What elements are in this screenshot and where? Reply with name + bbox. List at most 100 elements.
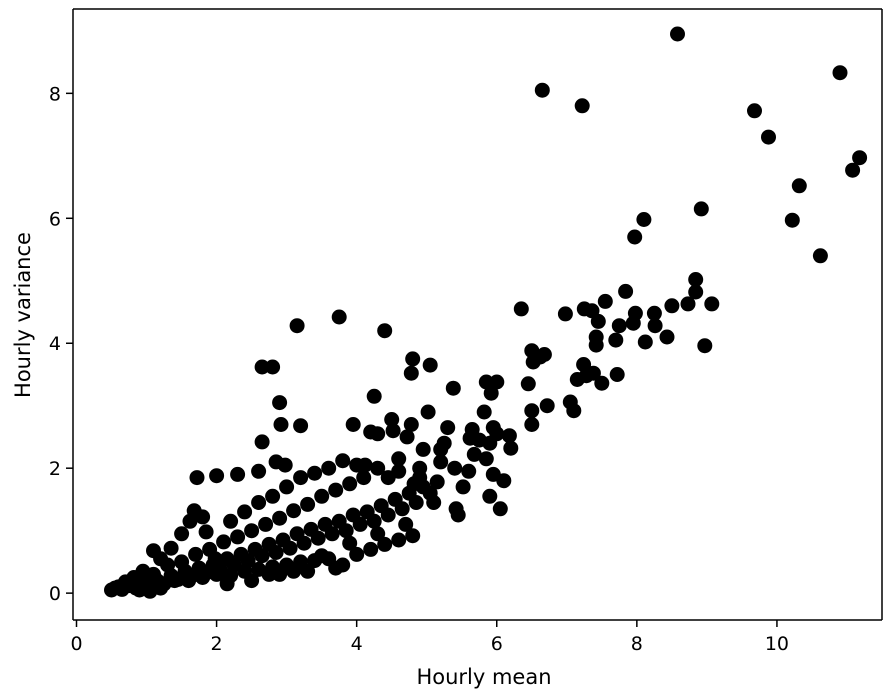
data-point-109 [277, 457, 293, 473]
data-point-105 [293, 418, 309, 434]
data-point-184 [286, 503, 302, 519]
y-tick-label-0: 0 [49, 583, 61, 605]
data-point-234 [342, 535, 358, 551]
data-point-110 [251, 463, 267, 479]
data-point-17 [680, 296, 696, 312]
data-point-159 [324, 526, 340, 542]
data-point-91 [385, 423, 401, 439]
y-tick-label-8: 8 [49, 83, 61, 105]
data-point-19 [659, 329, 675, 345]
data-point-23 [647, 318, 663, 334]
data-point-2 [534, 82, 550, 98]
data-point-63 [489, 374, 505, 390]
data-point-65 [476, 404, 492, 420]
data-point-236 [398, 516, 414, 532]
data-point-177 [188, 546, 204, 562]
data-point-227 [328, 560, 344, 576]
data-point-103 [254, 359, 270, 375]
data-point-226 [300, 563, 316, 579]
data-point-219 [363, 541, 379, 557]
y-tick-label-6: 6 [49, 208, 61, 230]
data-point-161 [338, 523, 354, 539]
data-point-119 [174, 526, 190, 542]
data-point-82 [420, 404, 436, 420]
data-point-179 [216, 534, 232, 550]
data-point-101 [289, 318, 305, 334]
data-point-232 [286, 563, 302, 579]
data-point-47 [525, 354, 541, 370]
data-point-8 [791, 178, 807, 194]
data-point-199 [349, 457, 365, 473]
data-point-186 [314, 488, 330, 504]
data-point-149 [254, 548, 270, 564]
data-point-206 [181, 573, 197, 589]
data-point-50 [539, 398, 555, 414]
data-point-180 [230, 529, 246, 545]
data-point-221 [391, 532, 407, 548]
data-point-89 [399, 429, 415, 445]
data-point-194 [279, 479, 295, 495]
data-point-64 [478, 374, 494, 390]
data-point-29 [597, 293, 613, 309]
y-ticks: 0 2 4 6 8 [49, 83, 73, 605]
x-axis-label: Hourly mean [416, 665, 551, 689]
data-point-200 [370, 460, 386, 476]
data-point-190 [223, 513, 239, 529]
data-point-81 [422, 357, 438, 373]
data-point-21 [646, 305, 662, 321]
data-point-3 [574, 98, 590, 114]
data-point-173 [422, 485, 438, 501]
data-point-111 [230, 466, 246, 482]
data-point-203 [433, 441, 449, 457]
data-point-14 [688, 272, 704, 287]
data-point-11 [693, 201, 709, 217]
data-point-34 [576, 301, 592, 317]
data-point-58 [492, 501, 508, 517]
data-point-62 [483, 385, 499, 401]
data-point-235 [370, 526, 386, 542]
data-point-106 [273, 417, 289, 432]
data-point-205 [167, 573, 183, 589]
data-point-86 [403, 417, 419, 432]
data-point-175 [160, 557, 176, 573]
data-point-9 [784, 212, 800, 228]
data-point-120 [163, 540, 179, 556]
data-point-1 [832, 65, 848, 81]
data-point-174 [146, 566, 161, 582]
data-point-59 [482, 488, 498, 504]
data-point-191 [237, 504, 253, 520]
data-point-165 [366, 513, 382, 529]
data-point-218 [349, 546, 365, 562]
data-point-0 [670, 26, 685, 42]
data-point-66 [485, 420, 501, 436]
data-point-54 [503, 440, 519, 456]
data-point-116 [182, 513, 198, 529]
data-point-28 [611, 318, 627, 334]
y-axis-label: Hourly variance [11, 232, 35, 398]
data-point-87 [405, 351, 421, 367]
x-tick-label-6: 6 [491, 633, 503, 655]
data-point-25 [618, 283, 634, 299]
data-point-208 [209, 566, 225, 582]
data-point-51 [524, 403, 540, 419]
data-point-10 [812, 248, 828, 264]
data-point-188 [342, 476, 358, 492]
data-point-42 [566, 403, 582, 419]
data-point-18 [664, 298, 680, 314]
data-point-97 [363, 424, 379, 440]
data-point-153 [282, 540, 298, 556]
data-point-48 [536, 347, 552, 362]
data-point-187 [328, 482, 344, 498]
y-tick-label-2: 2 [49, 458, 61, 480]
data-point-68 [466, 446, 482, 462]
data-point-176 [174, 554, 190, 570]
data-point-88 [403, 365, 419, 381]
data-point-4 [747, 103, 762, 119]
data-point-115 [195, 509, 211, 525]
data-point-183 [272, 510, 288, 526]
x-tick-label-0: 0 [70, 633, 82, 655]
data-point-36 [594, 375, 610, 391]
data-point-207 [195, 570, 211, 585]
data-point-102 [265, 359, 281, 375]
data-point-198 [335, 453, 351, 469]
